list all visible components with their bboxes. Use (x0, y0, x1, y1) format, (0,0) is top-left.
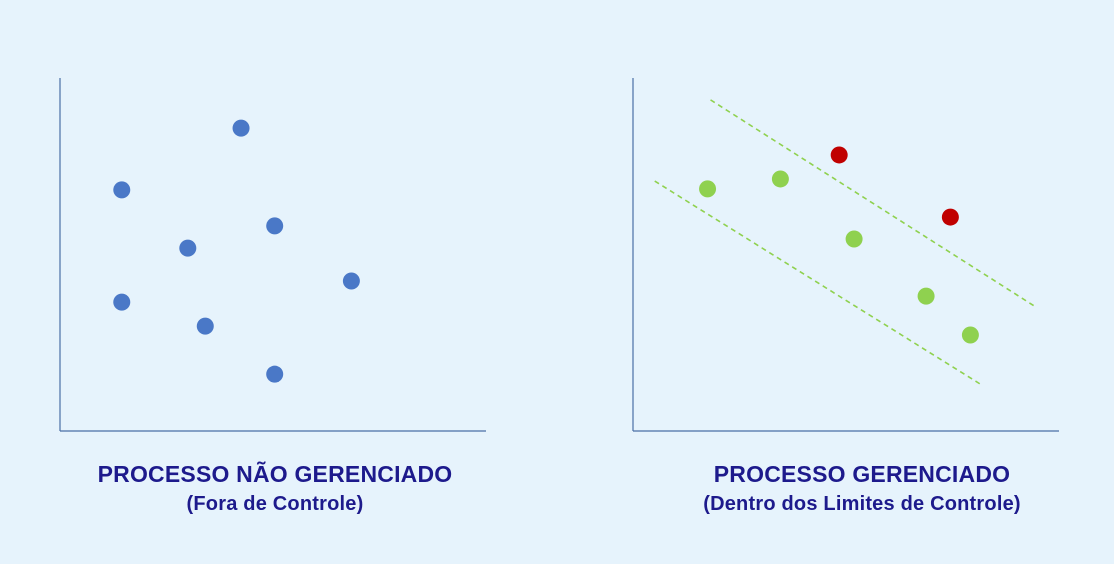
upper-control-limit-line (710, 99, 1037, 308)
data-point (342, 272, 360, 290)
chart-subtitle: (Dentro dos Limites de Controle) (703, 493, 1021, 515)
data-point (113, 293, 131, 311)
chart-subtitle: (Fora de Controle) (186, 493, 364, 515)
data-point (941, 208, 959, 226)
scatter-points (699, 146, 979, 344)
chart-unmanaged-process (59, 78, 486, 432)
data-point (699, 180, 717, 198)
data-point (113, 181, 131, 199)
lower-control-limit-line (654, 180, 981, 385)
data-point (845, 230, 863, 248)
data-point (196, 317, 214, 335)
data-point (232, 119, 250, 137)
data-point (917, 287, 935, 305)
control-limit-lines (654, 99, 1037, 385)
chart-title: PROCESSO NÃO GERENCIADO (97, 461, 453, 487)
data-point (961, 326, 979, 344)
data-point (830, 146, 848, 164)
scatter-points (113, 119, 360, 383)
data-point (179, 239, 197, 257)
chart-caption-unmanaged: PROCESSO NÃO GERENCIADO (Fora de Control… (60, 459, 490, 519)
chart-title: PROCESSO GERENCIADO (713, 461, 1011, 487)
chart-managed-process (632, 78, 1059, 432)
chart-caption-managed: PROCESSO GERENCIADO (Dentro dos Limites … (632, 459, 1092, 519)
data-point (771, 170, 789, 188)
data-point (266, 217, 284, 235)
data-point (266, 365, 284, 383)
